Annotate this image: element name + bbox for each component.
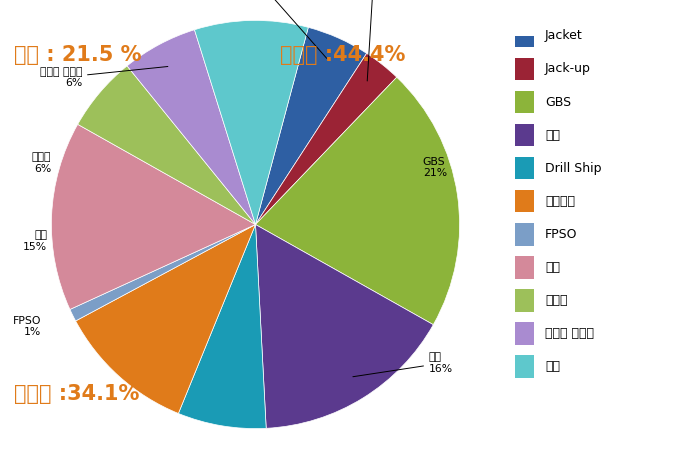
Text: 기타
16%: 기타 16% — [353, 352, 453, 377]
Wedge shape — [78, 66, 256, 224]
FancyBboxPatch shape — [514, 355, 533, 378]
FancyBboxPatch shape — [514, 124, 533, 146]
Text: Jacket: Jacket — [545, 30, 583, 42]
FancyBboxPatch shape — [514, 190, 533, 212]
Text: 인공섬: 인공섬 — [545, 294, 568, 307]
Text: 유연식 구조물: 유연식 구조물 — [545, 327, 594, 340]
Text: 고정식 :44.4%: 고정식 :44.4% — [280, 45, 405, 65]
Wedge shape — [51, 124, 255, 309]
Wedge shape — [127, 30, 256, 224]
Text: 기타: 기타 — [545, 128, 560, 141]
FancyBboxPatch shape — [514, 223, 533, 246]
Text: 반잠수식: 반잠수식 — [545, 195, 575, 207]
Text: FPSO
1%: FPSO 1% — [13, 316, 41, 337]
FancyBboxPatch shape — [514, 289, 533, 312]
Text: 기타: 기타 — [545, 261, 560, 274]
Text: 기타: 기타 — [545, 360, 560, 373]
Wedge shape — [256, 27, 367, 224]
Text: GBS
21%: GBS 21% — [423, 157, 447, 178]
FancyBboxPatch shape — [514, 57, 533, 80]
Text: FPSO: FPSO — [545, 228, 578, 241]
Wedge shape — [76, 224, 256, 414]
Text: Jack-up
3%: Jack-up 3% — [354, 0, 393, 81]
FancyBboxPatch shape — [514, 25, 533, 47]
Wedge shape — [195, 20, 308, 224]
FancyBboxPatch shape — [514, 157, 533, 180]
Wedge shape — [70, 224, 256, 321]
Text: 기타 : 21.5 %: 기타 : 21.5 % — [14, 45, 141, 65]
Text: Drill Ship: Drill Ship — [545, 162, 601, 175]
Text: Jack-up: Jack-up — [545, 62, 591, 75]
Text: GBS: GBS — [545, 96, 571, 109]
FancyBboxPatch shape — [514, 256, 533, 278]
Text: 인공섬
6%: 인공섬 6% — [32, 153, 51, 174]
Wedge shape — [178, 224, 266, 429]
Wedge shape — [256, 53, 397, 224]
Text: 기타
15%: 기타 15% — [23, 230, 48, 251]
Text: 부유식 :34.1%: 부유식 :34.1% — [14, 384, 139, 404]
FancyBboxPatch shape — [514, 322, 533, 345]
FancyBboxPatch shape — [514, 91, 533, 113]
Text: 유연식 구조물
6%: 유연식 구조물 6% — [39, 66, 168, 88]
Text: Jacket
5%: Jacket 5% — [223, 0, 327, 58]
Wedge shape — [256, 224, 433, 428]
Wedge shape — [256, 77, 460, 325]
